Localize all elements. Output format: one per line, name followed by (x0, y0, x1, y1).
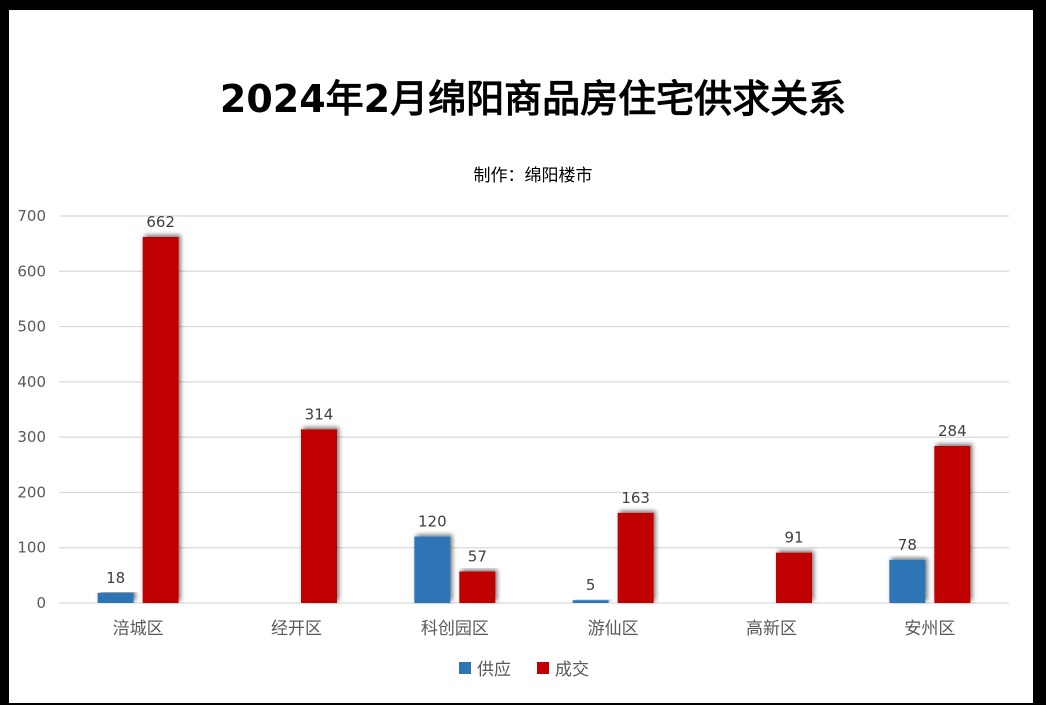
bar-成交 (459, 571, 496, 603)
legend: 供应 成交 (459, 660, 589, 680)
y-tick-label: 200 (17, 483, 46, 501)
x-axis: 涪城区 经开区 科创园区 游仙区 高新区 安州区 (113, 619, 956, 639)
data-label: 662 (146, 213, 175, 231)
y-tick-label: 0 (36, 594, 46, 612)
bar-成交 (142, 237, 179, 603)
data-label: 120 (418, 513, 447, 531)
data-labels: 18 662 314 120 57 5 163 91 78 284 (106, 213, 967, 594)
x-tick-label: 涪城区 (113, 619, 164, 639)
data-label: 5 (586, 576, 596, 594)
data-label: 78 (898, 536, 917, 554)
data-label: 91 (784, 529, 803, 547)
data-label: 57 (468, 547, 487, 565)
data-label: 284 (938, 422, 967, 440)
x-tick-label: 安州区 (904, 619, 955, 639)
gridlines (59, 215, 1009, 604)
bar-成交 (776, 552, 812, 603)
bar-chart: 2024年2月绵阳商品房住宅供求关系 制作：绵阳楼市 0 100 200 300 400… (17, 77, 1009, 680)
data-label: 163 (621, 489, 650, 507)
bar-成交 (934, 445, 971, 603)
legend-label: 供应 (477, 660, 511, 680)
y-tick-label: 300 (17, 428, 46, 446)
bar-供应 (572, 600, 609, 603)
x-tick-label: 高新区 (746, 619, 797, 639)
bar-成交 (617, 512, 654, 603)
legend-label: 成交 (555, 660, 589, 680)
y-tick-label: 600 (17, 262, 46, 280)
y-tick-label: 400 (17, 373, 46, 391)
x-tick-label: 游仙区 (588, 619, 639, 639)
bar-供应 (97, 593, 134, 603)
y-tick-label: 500 (17, 318, 46, 336)
chart-title: 2024年2月绵阳商品房住宅供求关系 (220, 77, 846, 121)
y-tick-label: 700 (17, 207, 46, 225)
chart-subtitle: 制作：绵阳楼市 (474, 166, 593, 186)
bars (97, 237, 971, 603)
chart-frame: 2024年2月绵阳商品房住宅供求关系 制作：绵阳楼市 0 100 200 300 400… (9, 10, 1033, 703)
y-tick-label: 100 (17, 539, 46, 557)
legend-swatch-供应 (459, 662, 471, 674)
bar-成交 (301, 429, 337, 603)
data-label: 18 (106, 569, 125, 587)
legend-swatch-成交 (537, 662, 549, 674)
x-tick-label: 科创园区 (421, 619, 489, 639)
x-tick-label: 经开区 (271, 619, 322, 639)
bar-供应 (889, 559, 926, 603)
data-label: 314 (305, 405, 334, 423)
y-axis: 0 100 200 300 400 500 600 700 (17, 207, 46, 612)
bar-供应 (414, 536, 451, 603)
